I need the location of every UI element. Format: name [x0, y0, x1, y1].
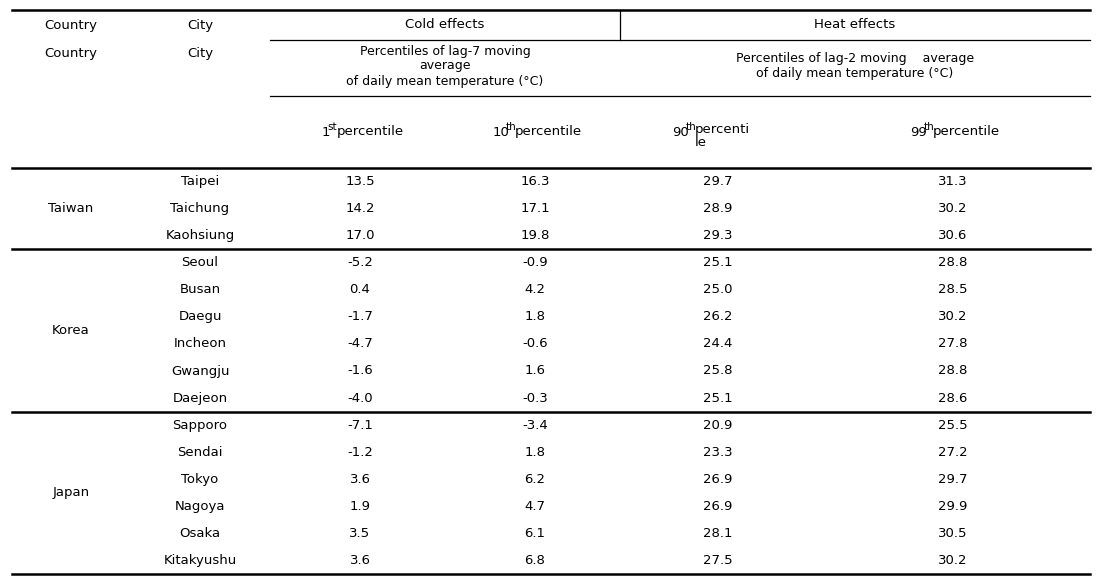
Text: Cold effects: Cold effects: [406, 19, 485, 32]
Text: 17.1: 17.1: [520, 202, 550, 215]
Text: -4.0: -4.0: [347, 391, 372, 405]
Text: percentile: percentile: [337, 126, 403, 138]
Text: 3.6: 3.6: [349, 473, 370, 486]
Text: 30.5: 30.5: [938, 527, 968, 540]
Text: Sendai: Sendai: [177, 446, 223, 458]
Text: le: le: [694, 135, 706, 148]
Text: Daegu: Daegu: [179, 310, 222, 324]
Text: 10: 10: [493, 126, 510, 138]
Text: Daejeon: Daejeon: [172, 391, 227, 405]
Text: 28.1: 28.1: [703, 527, 732, 540]
Text: st: st: [327, 122, 337, 132]
Text: 1.8: 1.8: [525, 310, 545, 324]
Text: 30.2: 30.2: [938, 554, 968, 567]
Text: 6.8: 6.8: [525, 554, 545, 567]
Text: th: th: [923, 122, 934, 132]
Text: Gwangju: Gwangju: [171, 364, 229, 377]
Text: Japan: Japan: [53, 486, 89, 499]
Text: 28.5: 28.5: [938, 283, 968, 296]
Text: -1.6: -1.6: [347, 364, 372, 377]
Text: 16.3: 16.3: [520, 175, 550, 188]
Text: Korea: Korea: [52, 324, 90, 337]
Text: 28.8: 28.8: [938, 256, 968, 269]
Text: 23.3: 23.3: [703, 446, 733, 458]
Text: 17.0: 17.0: [345, 229, 375, 242]
Text: Kitakyushu: Kitakyushu: [163, 554, 237, 567]
Text: -7.1: -7.1: [347, 419, 372, 432]
Text: 29.9: 29.9: [938, 500, 968, 513]
Text: 13.5: 13.5: [345, 175, 375, 188]
Text: 1.6: 1.6: [525, 364, 545, 377]
Text: Seoul: Seoul: [182, 256, 218, 269]
Text: 14.2: 14.2: [345, 202, 375, 215]
Text: 3.5: 3.5: [349, 527, 370, 540]
Text: 31.3: 31.3: [938, 175, 968, 188]
Text: 26.9: 26.9: [703, 473, 732, 486]
Text: 29.3: 29.3: [703, 229, 732, 242]
Text: 4.2: 4.2: [525, 283, 545, 296]
Text: 99: 99: [910, 126, 927, 138]
Text: 6.2: 6.2: [525, 473, 545, 486]
Text: Heat effects: Heat effects: [814, 19, 896, 32]
Text: City: City: [187, 19, 213, 32]
Text: 19.8: 19.8: [520, 229, 550, 242]
Text: -0.6: -0.6: [522, 338, 548, 350]
Text: -3.4: -3.4: [522, 419, 548, 432]
Text: 27.5: 27.5: [703, 554, 733, 567]
Text: 30.6: 30.6: [938, 229, 968, 242]
Text: Taipei: Taipei: [181, 175, 219, 188]
Text: Country: Country: [44, 19, 97, 32]
Text: 0.4: 0.4: [349, 283, 370, 296]
Text: 4.7: 4.7: [525, 500, 545, 513]
Text: 26.2: 26.2: [703, 310, 732, 324]
Text: 29.7: 29.7: [938, 473, 968, 486]
Text: 25.1: 25.1: [703, 256, 733, 269]
Text: 28.9: 28.9: [703, 202, 732, 215]
Text: 28.8: 28.8: [938, 364, 968, 377]
Text: 24.4: 24.4: [703, 338, 732, 350]
Text: 90: 90: [672, 126, 689, 138]
Text: -5.2: -5.2: [347, 256, 372, 269]
Text: Country: Country: [44, 47, 97, 60]
Text: 27.8: 27.8: [938, 338, 968, 350]
Text: Taiwan: Taiwan: [48, 202, 94, 215]
Text: th: th: [506, 122, 517, 132]
Text: -0.3: -0.3: [522, 391, 548, 405]
Text: percentile: percentile: [932, 126, 1000, 138]
Text: -1.7: -1.7: [347, 310, 372, 324]
Text: Sapporo: Sapporo: [173, 419, 227, 432]
Text: 20.9: 20.9: [703, 419, 732, 432]
Text: Taichung: Taichung: [171, 202, 229, 215]
Text: Busan: Busan: [180, 283, 220, 296]
Text: 30.2: 30.2: [938, 202, 968, 215]
Text: -1.2: -1.2: [347, 446, 372, 458]
Text: -4.7: -4.7: [347, 338, 372, 350]
Text: 30.2: 30.2: [938, 310, 968, 324]
Text: 1: 1: [322, 126, 329, 138]
Text: 3.6: 3.6: [349, 554, 370, 567]
Text: 26.9: 26.9: [703, 500, 732, 513]
Text: 1.9: 1.9: [349, 500, 370, 513]
Text: 1.8: 1.8: [525, 446, 545, 458]
Text: Tokyo: Tokyo: [182, 473, 218, 486]
Text: 25.8: 25.8: [703, 364, 732, 377]
Text: 25.1: 25.1: [703, 391, 733, 405]
Text: 25.0: 25.0: [703, 283, 732, 296]
Text: Percentiles of lag-7 moving
average
of daily mean temperature (°C): Percentiles of lag-7 moving average of d…: [346, 44, 543, 88]
Text: percenti: percenti: [694, 123, 749, 135]
Text: Kaohsiung: Kaohsiung: [165, 229, 235, 242]
Text: 29.7: 29.7: [703, 175, 732, 188]
Text: 27.2: 27.2: [938, 446, 968, 458]
Text: Nagoya: Nagoya: [175, 500, 225, 513]
Text: 28.6: 28.6: [938, 391, 968, 405]
Text: Incheon: Incheon: [173, 338, 227, 350]
Text: 6.1: 6.1: [525, 527, 545, 540]
Text: -0.9: -0.9: [522, 256, 548, 269]
Text: percentile: percentile: [515, 126, 582, 138]
Text: Osaka: Osaka: [180, 527, 220, 540]
Text: 25.5: 25.5: [938, 419, 968, 432]
Text: Percentiles of lag-2 moving    average
of daily mean temperature (°C): Percentiles of lag-2 moving average of d…: [736, 52, 974, 80]
Text: City: City: [187, 47, 213, 60]
Text: th: th: [685, 122, 696, 132]
